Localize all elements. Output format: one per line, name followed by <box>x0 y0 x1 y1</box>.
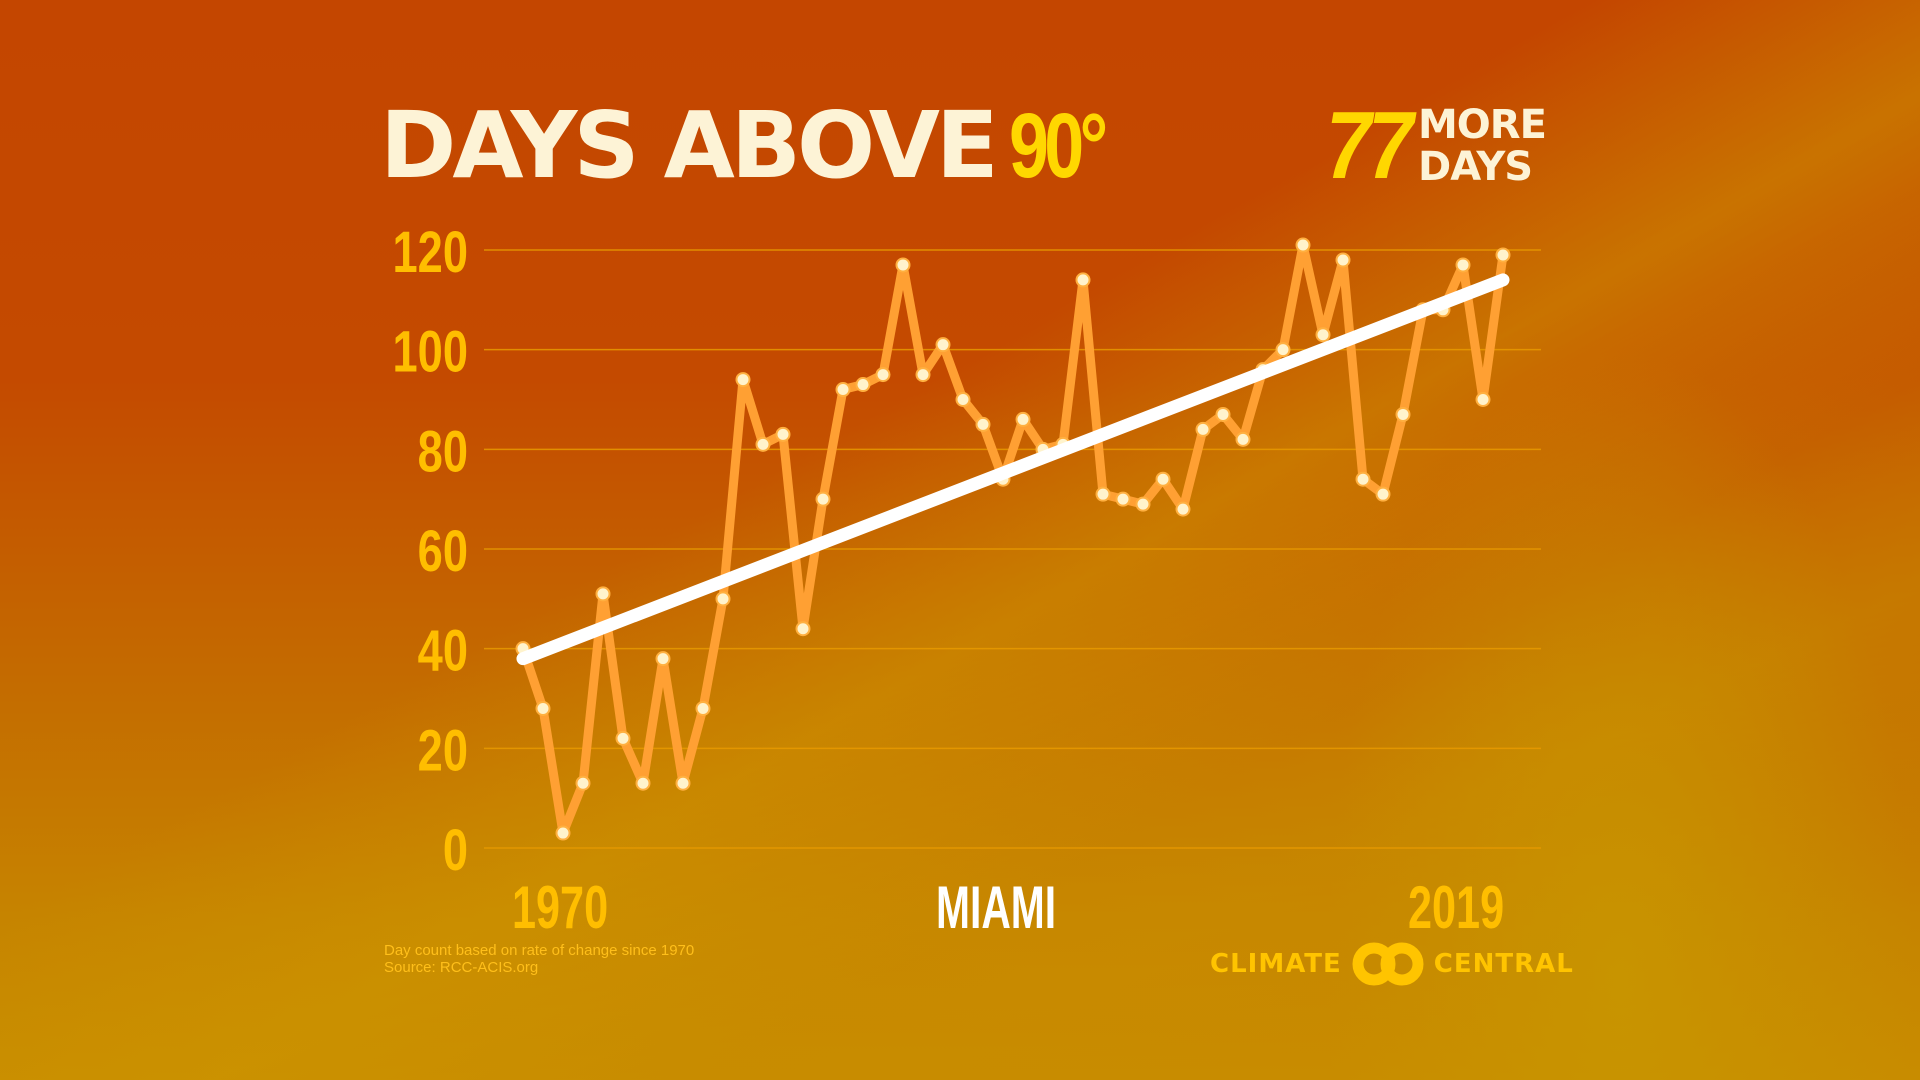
data-point <box>1455 257 1471 273</box>
data-point <box>1395 406 1411 422</box>
data-line <box>518 240 1508 838</box>
data-point <box>1375 486 1391 502</box>
city-label: MIAMI <box>936 874 1057 941</box>
data-point <box>1275 342 1291 358</box>
data-point <box>1295 237 1311 253</box>
data-point <box>1335 252 1351 268</box>
logo-text-right: CENTRAL <box>1433 949 1574 979</box>
y-axis-tick-label: 80 <box>418 420 468 485</box>
data-point <box>1355 471 1371 487</box>
data-point <box>915 367 931 383</box>
y-axis-tick-label: 20 <box>418 719 468 784</box>
data-point <box>695 700 711 716</box>
data-point <box>1315 327 1331 343</box>
logo-text-left: CLIMATE <box>1210 949 1342 979</box>
data-point <box>1135 496 1151 512</box>
footnote-method: Day count based on rate of change since … <box>384 942 695 959</box>
footnote-source: Source: RCC-ACIS.org <box>384 959 539 976</box>
change-label: MORE DAYS <box>1418 102 1547 190</box>
data-point <box>775 426 791 442</box>
data-point <box>635 775 651 791</box>
title-main: DAYS ABOVE <box>380 92 999 199</box>
x-axis-start-label: 1970 <box>512 874 609 941</box>
data-point <box>535 700 551 716</box>
data-point <box>555 825 571 841</box>
y-axis-tick-label: 100 <box>393 320 468 385</box>
x-axis-end-label: 2019 <box>1408 874 1505 941</box>
logo-rings-icon <box>1352 942 1424 986</box>
change-badge: 77 MORE DAYS <box>1326 98 1547 194</box>
data-point <box>815 491 831 507</box>
change-number: 77 <box>1326 92 1413 199</box>
data-point <box>1075 272 1091 288</box>
footnote: Day count based on rate of change since … <box>384 942 694 976</box>
data-point <box>1015 411 1031 427</box>
data-point <box>1155 471 1171 487</box>
data-point <box>735 372 751 388</box>
data-point <box>1175 501 1191 517</box>
title-threshold: 90° <box>1008 95 1108 197</box>
trend-line <box>516 273 1510 666</box>
data-point <box>795 621 811 637</box>
y-axis-tick-label: 120 <box>393 221 468 286</box>
data-point <box>1475 392 1491 407</box>
climate-central-logo: CLIMATE CENTRAL <box>1210 942 1574 986</box>
data-point <box>975 416 991 432</box>
data-point <box>1215 406 1231 422</box>
data-point <box>615 730 631 746</box>
data-point <box>575 775 591 791</box>
y-axis-tick-label: 60 <box>418 520 468 585</box>
change-label-line1: MORE <box>1418 102 1547 148</box>
data-point <box>655 651 671 667</box>
data-point <box>855 377 871 393</box>
data-point <box>595 586 611 602</box>
data-point <box>935 337 951 353</box>
data-point <box>755 436 771 452</box>
y-axis-tick-label: 40 <box>418 619 468 684</box>
data-point <box>1495 247 1511 263</box>
data-point <box>1115 491 1131 507</box>
change-label-line2: DAYS <box>1418 144 1533 190</box>
data-point <box>835 382 851 398</box>
y-axis-tick-label: 0 <box>443 819 468 884</box>
data-point <box>715 591 731 607</box>
data-point <box>1235 431 1251 447</box>
chart-title: DAYS ABOVE 90° <box>380 95 1130 197</box>
data-point <box>895 257 911 273</box>
data-point <box>955 392 971 407</box>
data-point <box>1095 486 1111 502</box>
data-point <box>1195 421 1211 437</box>
data-point <box>875 367 891 383</box>
data-point <box>675 775 691 791</box>
